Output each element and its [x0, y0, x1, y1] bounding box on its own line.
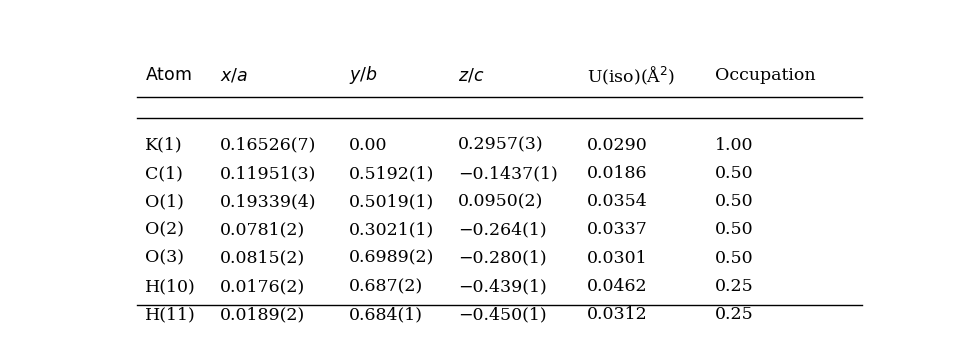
Text: O(2): O(2) — [144, 222, 183, 238]
Text: 0.0312: 0.0312 — [587, 306, 647, 323]
Text: $z/c$: $z/c$ — [458, 66, 485, 84]
Text: 0.11951(3): 0.11951(3) — [220, 165, 317, 182]
Text: O(1): O(1) — [144, 193, 183, 210]
Text: −0.439(1): −0.439(1) — [458, 278, 547, 295]
Text: 0.0815(2): 0.0815(2) — [220, 250, 305, 267]
Text: 0.0354: 0.0354 — [587, 193, 647, 210]
Text: −0.280(1): −0.280(1) — [458, 250, 547, 267]
Text: $x/a$: $x/a$ — [220, 66, 249, 84]
Text: $y/b$: $y/b$ — [349, 65, 377, 87]
Text: 0.50: 0.50 — [715, 250, 754, 267]
Text: 0.16526(7): 0.16526(7) — [220, 137, 317, 154]
Text: C(1): C(1) — [144, 165, 182, 182]
Text: −0.450(1): −0.450(1) — [458, 306, 547, 323]
Text: 0.50: 0.50 — [715, 165, 754, 182]
Text: 0.6989(2): 0.6989(2) — [349, 250, 434, 267]
Text: 0.0176(2): 0.0176(2) — [220, 278, 305, 295]
Text: 0.0950(2): 0.0950(2) — [458, 193, 543, 210]
Text: 0.5192(1): 0.5192(1) — [349, 165, 434, 182]
Text: −0.1437(1): −0.1437(1) — [458, 165, 558, 182]
Text: 0.0462: 0.0462 — [587, 278, 647, 295]
Text: 0.25: 0.25 — [715, 306, 754, 323]
Text: −0.264(1): −0.264(1) — [458, 222, 547, 238]
Text: 0.5019(1): 0.5019(1) — [349, 193, 434, 210]
Text: 0.2957(3): 0.2957(3) — [458, 137, 544, 154]
Text: 0.0186: 0.0186 — [587, 165, 647, 182]
Text: $\mathrm{Atom}$: $\mathrm{Atom}$ — [144, 67, 191, 84]
Text: 0.3021(1): 0.3021(1) — [349, 222, 434, 238]
Text: H(10): H(10) — [144, 278, 195, 295]
Text: 0.684(1): 0.684(1) — [349, 306, 422, 323]
Text: 0.00: 0.00 — [349, 137, 387, 154]
Text: K(1): K(1) — [144, 137, 182, 154]
Text: 0.0337: 0.0337 — [587, 222, 647, 238]
Text: O(3): O(3) — [144, 250, 183, 267]
Text: U(iso)(Å$^{2}$): U(iso)(Å$^{2}$) — [587, 64, 675, 87]
Text: 0.0290: 0.0290 — [587, 137, 647, 154]
Text: 0.50: 0.50 — [715, 193, 754, 210]
Text: 0.687(2): 0.687(2) — [349, 278, 423, 295]
Text: 0.0301: 0.0301 — [587, 250, 647, 267]
Text: 0.25: 0.25 — [715, 278, 754, 295]
Text: 0.0781(2): 0.0781(2) — [220, 222, 305, 238]
Text: 1.00: 1.00 — [715, 137, 754, 154]
Text: Occupation: Occupation — [715, 67, 816, 84]
Text: 0.0189(2): 0.0189(2) — [220, 306, 305, 323]
Text: H(11): H(11) — [144, 306, 195, 323]
Text: 0.19339(4): 0.19339(4) — [220, 193, 317, 210]
Text: 0.50: 0.50 — [715, 222, 754, 238]
